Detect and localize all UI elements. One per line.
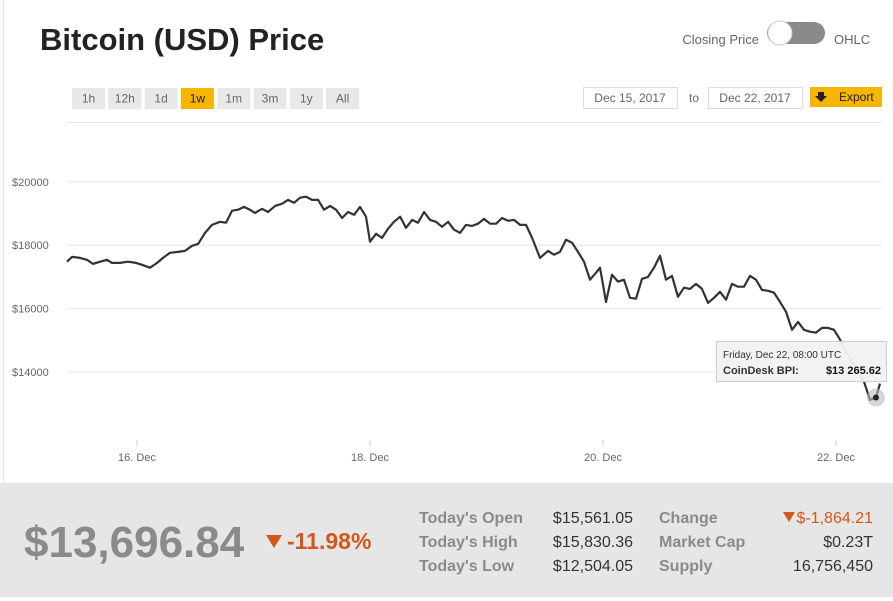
stat-label: Today's High [419, 534, 518, 551]
range-label: 12h [115, 92, 135, 106]
x-tick-label: 20. Dec [584, 452, 622, 464]
stat-value: $-1,864.21 [796, 510, 873, 527]
range-button[interactable] [253, 88, 287, 109]
stat-value: 16,756,450 [793, 558, 873, 575]
tooltip-date: Friday, Dec 22, 08:00 UTC [723, 350, 841, 361]
change-percent: -11.98% [287, 528, 371, 554]
range-button[interactable] [72, 88, 105, 109]
current-price: $13,696.84 [24, 518, 245, 567]
stat-label: Change [659, 510, 718, 527]
tooltip [716, 341, 887, 382]
stat-value: $12,504.05 [553, 558, 633, 575]
y-tick-label: $18000 [12, 240, 49, 252]
page-title: Bitcoin (USD) Price [40, 22, 324, 57]
stat-label: Market Cap [659, 534, 745, 551]
stat-label: Today's Low [419, 558, 515, 575]
date-to: Dec 22, 2017 [719, 91, 791, 105]
date-separator: to [689, 91, 699, 105]
range-buttons: 1h 12h 1d 1w 1m 3m 1y All [72, 88, 360, 109]
range-button[interactable] [108, 88, 142, 109]
tooltip-label: CoinDesk BPI: [723, 365, 799, 377]
stats: Today's Open $15,561.05 Today's High $15,83… [419, 510, 873, 575]
export-label: Export [839, 90, 874, 104]
range-button[interactable] [144, 88, 178, 109]
x-tick-label: 18. Dec [351, 452, 389, 464]
date-from: Dec 15, 2017 [594, 91, 666, 105]
down-arrow [783, 512, 795, 522]
download-icon [815, 92, 827, 102]
range-button[interactable] [180, 88, 214, 109]
tooltip-value: $13 265.62 [826, 365, 881, 377]
down-arrow [266, 535, 282, 548]
range-label: All [336, 92, 349, 106]
range-label: 1y [300, 92, 313, 106]
summary-panel [0, 483, 893, 597]
range-button[interactable] [326, 88, 360, 109]
stat-label: Today's Open [419, 510, 523, 527]
y-tick-label: $20000 [12, 177, 49, 189]
range-label: 1m [225, 92, 242, 106]
toggle-label[interactable]: OHLC [834, 32, 870, 47]
x-tick-label: 16. Dec [118, 452, 156, 464]
chart: $14000 $16000 $18000 $20000 16. Dec 18. Dec 20… [12, 177, 887, 464]
date-input[interactable] [583, 87, 678, 109]
export-button[interactable] [810, 87, 882, 107]
range-label: 3m [262, 92, 279, 106]
y-tick-label: $16000 [12, 304, 49, 316]
range-label: 1w [190, 92, 206, 106]
range-button[interactable] [289, 88, 323, 109]
y-tick-label: $14000 [12, 367, 49, 379]
hover-point [872, 394, 879, 401]
stat-value: $15,830.36 [553, 534, 633, 551]
x-tick-label: 22. Dec [817, 452, 855, 464]
toggle-label[interactable]: Closing Price [682, 32, 759, 47]
range-label: 1d [154, 92, 167, 106]
toggle-knob[interactable] [767, 20, 793, 46]
price-line [66, 195, 882, 401]
stat-value: $0.23T [823, 534, 873, 551]
range-button[interactable] [217, 88, 251, 109]
stat-label: Supply [659, 558, 712, 575]
range-label: 1h [82, 92, 95, 106]
date-input[interactable] [708, 87, 803, 109]
stat-value: $15,561.05 [553, 510, 633, 527]
